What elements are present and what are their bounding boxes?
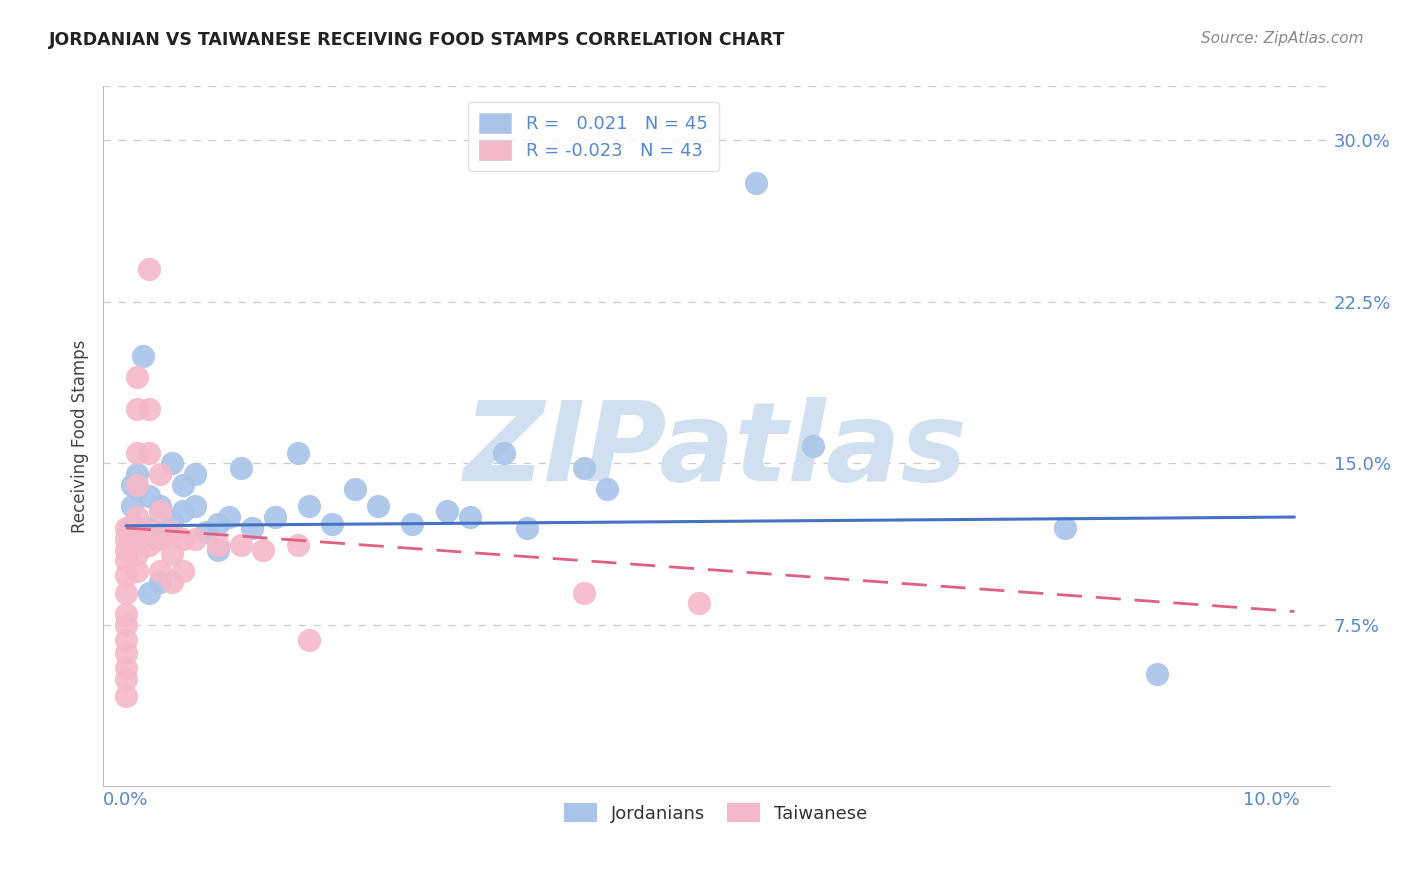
Point bbox=[115, 618, 138, 632]
Point bbox=[138, 525, 160, 540]
Point bbox=[138, 521, 160, 535]
Point bbox=[115, 689, 138, 703]
Point bbox=[127, 564, 149, 578]
Point bbox=[121, 478, 143, 492]
Point bbox=[195, 525, 218, 540]
Point bbox=[184, 500, 207, 514]
Point bbox=[1054, 521, 1077, 535]
Point bbox=[149, 500, 172, 514]
Point bbox=[149, 467, 172, 482]
Point bbox=[138, 402, 160, 417]
Point bbox=[287, 538, 309, 552]
Text: JORDANIAN VS TAIWANESE RECEIVING FOOD STAMPS CORRELATION CHART: JORDANIAN VS TAIWANESE RECEIVING FOOD ST… bbox=[49, 31, 786, 49]
Point bbox=[138, 262, 160, 277]
Point bbox=[344, 482, 367, 496]
Point bbox=[287, 445, 309, 459]
Point bbox=[321, 516, 343, 531]
Point bbox=[172, 532, 194, 546]
Point bbox=[127, 510, 149, 524]
Point bbox=[115, 542, 138, 557]
Point bbox=[127, 482, 149, 496]
Point bbox=[298, 500, 321, 514]
Point bbox=[229, 538, 252, 552]
Point bbox=[115, 585, 138, 599]
Point bbox=[745, 176, 768, 190]
Point bbox=[127, 402, 149, 417]
Point bbox=[115, 553, 138, 567]
Point bbox=[127, 478, 149, 492]
Point bbox=[115, 646, 138, 660]
Point bbox=[160, 515, 183, 529]
Y-axis label: Receiving Food Stamps: Receiving Food Stamps bbox=[72, 340, 89, 533]
Point bbox=[1146, 667, 1168, 681]
Point bbox=[149, 504, 172, 518]
Point bbox=[127, 532, 149, 546]
Point bbox=[264, 510, 287, 524]
Point bbox=[118, 521, 141, 535]
Point bbox=[184, 532, 207, 546]
Point bbox=[138, 445, 160, 459]
Point bbox=[492, 445, 515, 459]
Point bbox=[115, 521, 138, 535]
Point bbox=[574, 460, 596, 475]
Point bbox=[207, 538, 229, 552]
Point bbox=[115, 672, 138, 686]
Point bbox=[229, 460, 252, 475]
Point bbox=[160, 456, 183, 470]
Point bbox=[207, 542, 229, 557]
Point bbox=[160, 574, 183, 589]
Point bbox=[172, 504, 194, 518]
Point bbox=[149, 574, 172, 589]
Point bbox=[218, 510, 240, 524]
Point bbox=[115, 568, 138, 582]
Text: Source: ZipAtlas.com: Source: ZipAtlas.com bbox=[1201, 31, 1364, 46]
Point bbox=[596, 482, 619, 496]
Point bbox=[298, 632, 321, 647]
Point bbox=[184, 467, 207, 482]
Point bbox=[127, 370, 149, 384]
Point bbox=[115, 632, 138, 647]
Point bbox=[688, 596, 710, 610]
Point bbox=[149, 532, 172, 546]
Point bbox=[516, 521, 538, 535]
Point bbox=[172, 564, 194, 578]
Point bbox=[160, 547, 183, 561]
Point bbox=[121, 500, 143, 514]
Text: ZIPatlas: ZIPatlas bbox=[464, 397, 967, 504]
Point bbox=[138, 585, 160, 599]
Point bbox=[149, 525, 172, 540]
Point bbox=[132, 349, 155, 363]
Point bbox=[143, 532, 166, 546]
Point bbox=[207, 516, 229, 531]
Point bbox=[115, 661, 138, 675]
Point bbox=[574, 585, 596, 599]
Point bbox=[127, 445, 149, 459]
Legend: Jordanians, Taiwanese: Jordanians, Taiwanese bbox=[554, 792, 879, 833]
Point bbox=[160, 525, 183, 540]
Point bbox=[801, 439, 824, 453]
Point bbox=[127, 467, 149, 482]
Point bbox=[124, 532, 146, 546]
Point bbox=[138, 538, 160, 552]
Point bbox=[115, 607, 138, 622]
Point bbox=[127, 547, 149, 561]
Point bbox=[127, 521, 149, 535]
Point bbox=[401, 516, 423, 531]
Point bbox=[149, 564, 172, 578]
Point bbox=[115, 532, 138, 546]
Point bbox=[436, 504, 458, 518]
Point bbox=[118, 536, 141, 550]
Point bbox=[458, 510, 481, 524]
Point bbox=[240, 521, 263, 535]
Point bbox=[367, 500, 389, 514]
Point bbox=[138, 489, 160, 503]
Point bbox=[252, 542, 274, 557]
Point bbox=[172, 478, 194, 492]
